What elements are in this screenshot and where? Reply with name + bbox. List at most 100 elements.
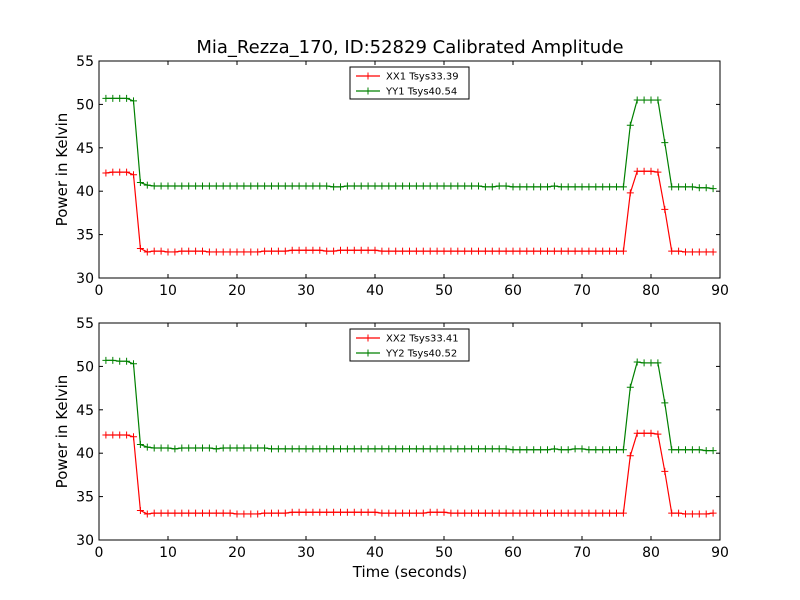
y-tick-label: 35 [76, 490, 94, 506]
data-point [185, 247, 193, 255]
data-point [178, 509, 186, 517]
data-point [316, 182, 324, 190]
data-point [392, 247, 400, 255]
data-point [178, 444, 186, 452]
data-point [185, 444, 193, 452]
data-point [447, 509, 455, 517]
data-point [123, 94, 131, 102]
data-point [143, 248, 151, 256]
data-point [509, 446, 517, 454]
data-point [433, 182, 441, 190]
data-point [343, 508, 351, 516]
data-point [109, 431, 117, 439]
series-markers-0 [102, 167, 717, 256]
data-point [109, 356, 117, 364]
data-point [661, 139, 669, 147]
data-point [212, 509, 220, 517]
data-point [268, 509, 275, 517]
data-point [143, 181, 151, 189]
data-point [281, 509, 289, 517]
data-point [150, 509, 158, 517]
data-point [688, 510, 696, 518]
data-point [488, 509, 496, 517]
data-point [109, 168, 117, 176]
legend-entry: XX2 Tsys33.41 [386, 334, 459, 345]
data-point [143, 510, 151, 518]
data-point [702, 447, 710, 455]
data-point [178, 247, 186, 255]
data-point [544, 183, 551, 191]
data-point [481, 183, 489, 191]
data-point [709, 447, 717, 455]
data-point [406, 445, 413, 453]
data-point [530, 247, 538, 255]
data-point [544, 247, 551, 255]
data-point [461, 509, 469, 517]
data-point [695, 510, 703, 518]
legend-marker [364, 72, 372, 80]
data-point [254, 248, 262, 256]
data-point [157, 247, 165, 255]
data-point [357, 182, 365, 190]
y-tick-label: 50 [76, 97, 94, 113]
data-point [640, 429, 648, 437]
data-point [709, 509, 717, 517]
data-point [219, 509, 227, 517]
data-point [682, 446, 689, 454]
data-point [419, 445, 427, 453]
data-point [371, 508, 379, 516]
data-point [102, 94, 110, 102]
data-point [709, 248, 717, 256]
data-point [123, 168, 131, 176]
series-markers-1 [102, 94, 717, 193]
data-point [323, 508, 331, 516]
data-point [633, 429, 641, 437]
data-point [343, 445, 351, 453]
data-point [599, 446, 607, 454]
data-point [219, 248, 227, 256]
data-point [599, 183, 607, 191]
x-tick-label: 10 [159, 283, 177, 299]
data-point [668, 247, 676, 255]
data-point [578, 247, 586, 255]
data-point [123, 431, 131, 439]
data-point [557, 509, 565, 517]
data-point [281, 247, 289, 255]
data-point [502, 247, 510, 255]
data-point [357, 508, 365, 516]
data-point [475, 182, 482, 190]
data-point [530, 446, 538, 454]
data-point [254, 182, 262, 190]
data-point [626, 452, 634, 460]
data-point [461, 445, 469, 453]
data-point [219, 444, 227, 452]
data-point [247, 510, 255, 518]
data-point [399, 182, 407, 190]
data-point [433, 445, 441, 453]
data-point [640, 96, 648, 104]
data-point [537, 446, 545, 454]
data-point [337, 508, 344, 516]
data-point [364, 445, 372, 453]
data-point [523, 446, 531, 454]
data-point [406, 247, 413, 255]
data-point [447, 182, 455, 190]
x-tick-label: 50 [435, 283, 453, 299]
data-point [288, 182, 296, 190]
data-point [323, 247, 331, 255]
data-point [240, 182, 248, 190]
series-markers-1 [102, 356, 717, 455]
data-point [302, 182, 310, 190]
data-point [205, 248, 213, 256]
data-point [130, 360, 137, 368]
data-point [261, 247, 269, 255]
data-point [633, 358, 641, 366]
data-point [592, 446, 600, 454]
legend-marker [364, 87, 372, 95]
x-tick-label: 20 [228, 283, 246, 299]
y-tick-label: 50 [76, 359, 94, 375]
data-point [516, 183, 524, 191]
data-point [302, 445, 310, 453]
data-point [136, 244, 144, 252]
data-point [647, 359, 655, 367]
